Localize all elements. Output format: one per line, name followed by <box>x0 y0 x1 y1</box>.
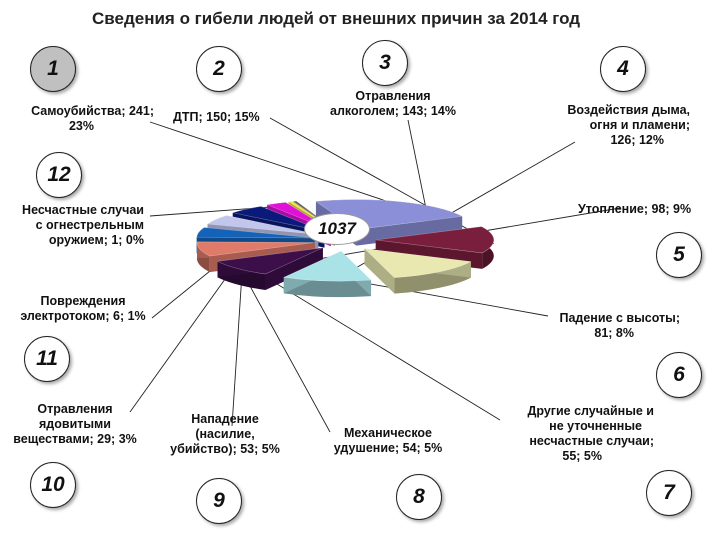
label-firearms: Несчастные случаи с огнестрельным оружием;… <box>22 203 144 247</box>
pie-slice-wall-3-1 <box>364 248 395 294</box>
pie-slice-top-6 <box>196 241 316 257</box>
label-drowning: Утопление; 98; 9% <box>578 202 692 216</box>
pie-slice-top-9 <box>231 206 325 232</box>
label-assault: Нападение (насилие, убийство); 53; 5% <box>170 412 280 456</box>
pie-slice-top-2 <box>375 226 495 254</box>
badge-10: 10 <box>30 462 76 508</box>
pie-slice-top-5 <box>216 247 323 275</box>
label-falls: Падение с высоты; 81; 8% <box>559 311 680 340</box>
total-count: 1037 <box>304 213 370 245</box>
label-strangulation: Механическое удушение; 54; 5% <box>333 426 443 455</box>
badge-5: 5 <box>656 232 702 278</box>
badge-11: 11 <box>24 336 70 382</box>
badge-8: 8 <box>396 474 442 520</box>
pie-slice-top-4 <box>282 250 372 282</box>
badge-6: 6 <box>656 352 702 398</box>
badge-3: 3 <box>362 40 408 86</box>
badge-12: 12 <box>36 152 82 198</box>
label-alcohol-poisoning: Отравления алкоголем; 143; 14% <box>330 89 456 118</box>
badge-7: 7 <box>646 470 692 516</box>
badge-1: 1 <box>30 46 76 92</box>
label-other-accidents: Другие случайные и не уточненные несчастн… <box>527 404 654 463</box>
leader-line-1 <box>149 121 401 207</box>
pie-slice-top-8 <box>206 215 319 235</box>
badge-9: 9 <box>196 478 242 524</box>
label-smoke-fire: Воздействия дыма, огня и пламени; 126; 12% <box>567 103 690 147</box>
pie-slice-4 <box>282 250 372 298</box>
badge-4: 4 <box>600 46 646 92</box>
chart-title: Сведения о гибели людей от внешних причи… <box>92 9 581 28</box>
label-self-harm: Самоубийства; 241; 23% <box>31 104 154 133</box>
pie-slice-top-7 <box>196 227 315 239</box>
label-toxic-poisoning: Отравления ядовитыми веществами; 29; 3% <box>13 402 137 446</box>
pie-slice-top-3 <box>363 248 472 278</box>
pie-slice-5 <box>216 247 323 290</box>
leader-lines <box>129 117 621 433</box>
badge-2: 2 <box>196 46 242 92</box>
label-road-accidents: ДТП; 150; 15% <box>173 110 260 124</box>
pie-slice-wall-1-1 <box>356 216 463 246</box>
pie-slice-3 <box>363 248 472 294</box>
label-electric-shock: Повреждения электротоком; 6; 1% <box>20 294 146 323</box>
